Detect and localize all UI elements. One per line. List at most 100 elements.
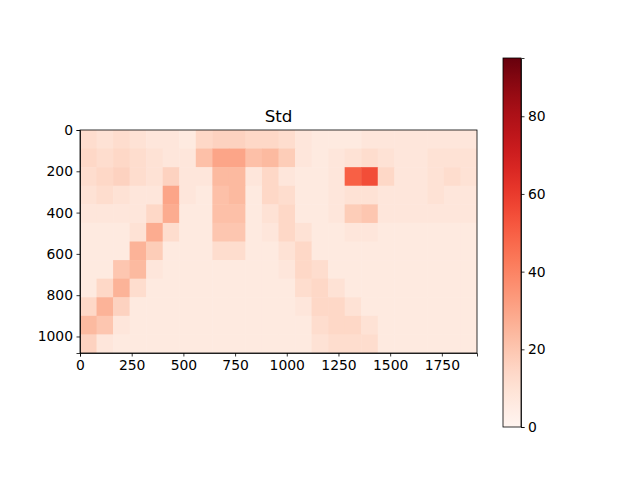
heatmap-cell [245, 334, 262, 353]
heatmap-cell [444, 186, 461, 205]
heatmap-cell [212, 334, 229, 353]
heatmap-cell [146, 279, 163, 298]
heatmap-cell [245, 204, 262, 223]
heatmap-cell [97, 149, 114, 168]
heatmap-cell [163, 204, 180, 223]
heatmap-cell [378, 130, 395, 149]
heatmap-cell [163, 223, 180, 242]
heatmap-cell [279, 149, 296, 168]
heatmap-cell [163, 260, 180, 279]
heatmap-cell [312, 316, 329, 335]
heatmap-cell [394, 316, 411, 335]
heatmap-cell [460, 297, 477, 316]
heatmap-cell [279, 130, 296, 149]
heatmap-cell [262, 223, 279, 242]
heatmap-cell [427, 130, 444, 149]
tick-label: 400 [46, 205, 73, 221]
tick-mark [521, 194, 525, 195]
tick: 0 [521, 419, 537, 435]
tick-label: 0 [76, 357, 85, 373]
tick-label: 60 [528, 186, 546, 202]
heatmap-cell [212, 186, 229, 205]
heatmap-cell [411, 223, 428, 242]
heatmap-cell [295, 334, 312, 353]
heatmap-cell [229, 167, 246, 186]
heatmap-cell [80, 260, 97, 279]
heatmap-cell [262, 316, 279, 335]
heatmap-cell [411, 260, 428, 279]
heatmap-cell [378, 316, 395, 335]
heatmap-cell [229, 260, 246, 279]
heatmap-cell [229, 149, 246, 168]
heatmap-cell [279, 223, 296, 242]
heatmap-cell [80, 130, 97, 149]
heatmap-cell [179, 334, 196, 353]
tick: 0 [76, 353, 85, 373]
heatmap-cell [295, 316, 312, 335]
heatmap-cell [460, 242, 477, 261]
heatmap-cell [361, 279, 378, 298]
heatmap-cell [163, 130, 180, 149]
heatmap-cell [328, 279, 345, 298]
heatmap-cell [97, 223, 114, 242]
heatmap-cell [179, 297, 196, 316]
heatmap-cell [460, 334, 477, 353]
heatmap-cell [146, 297, 163, 316]
heatmap-cell [427, 260, 444, 279]
tick-label: 0 [64, 122, 73, 138]
heatmap-cell [146, 242, 163, 261]
heatmap-cell [97, 260, 114, 279]
heatmap-cell [378, 260, 395, 279]
heatmap-cell [179, 167, 196, 186]
heatmap-cell [163, 316, 180, 335]
heatmap-cell [345, 204, 362, 223]
heatmap-cell [163, 186, 180, 205]
heatmap-cell [179, 186, 196, 205]
heatmap-cell [361, 260, 378, 279]
heatmap-cell [113, 334, 130, 353]
heatmap-cell [130, 279, 147, 298]
heatmap-cell [97, 167, 114, 186]
heatmap-cell [394, 130, 411, 149]
heatmap-cell [196, 130, 213, 149]
heatmap-cell [113, 167, 130, 186]
heatmap-cell [279, 186, 296, 205]
heatmap-cell [279, 316, 296, 335]
heatmap-cell [146, 223, 163, 242]
heatmap-cell [427, 242, 444, 261]
heatmap-cell [196, 242, 213, 261]
heatmap-cell [97, 297, 114, 316]
heatmap-cell [444, 242, 461, 261]
heatmap-cell [196, 204, 213, 223]
heatmap-cell [229, 130, 246, 149]
heatmap-cell [80, 316, 97, 335]
heatmap-cell [179, 130, 196, 149]
heatmap-cell [262, 186, 279, 205]
tick-mark [77, 295, 81, 296]
heatmap-cell [345, 242, 362, 261]
heatmap-cell [80, 297, 97, 316]
heatmap-cell [328, 334, 345, 353]
tick-mark [77, 130, 81, 131]
heatmap-cell [245, 316, 262, 335]
heatmap-cell [245, 242, 262, 261]
tick-mark [77, 254, 81, 255]
heatmap-cell [312, 204, 329, 223]
tick-label: 200 [46, 163, 73, 179]
tick-label: 0 [528, 419, 537, 435]
heatmap-cell [179, 316, 196, 335]
heatmap-cell [130, 316, 147, 335]
heatmap-cell [80, 223, 97, 242]
heatmap-cell [295, 149, 312, 168]
tick: 1000 [38, 328, 80, 344]
heatmap-cell [130, 204, 147, 223]
heatmap-cell [146, 260, 163, 279]
heatmap-cell [378, 279, 395, 298]
heatmap-cell [229, 186, 246, 205]
heatmap-cell [295, 223, 312, 242]
heatmap-cell [179, 260, 196, 279]
heatmap-cell [245, 186, 262, 205]
heatmap-cell [130, 260, 147, 279]
heatmap-cell [460, 204, 477, 223]
heatmap-cell [80, 242, 97, 261]
